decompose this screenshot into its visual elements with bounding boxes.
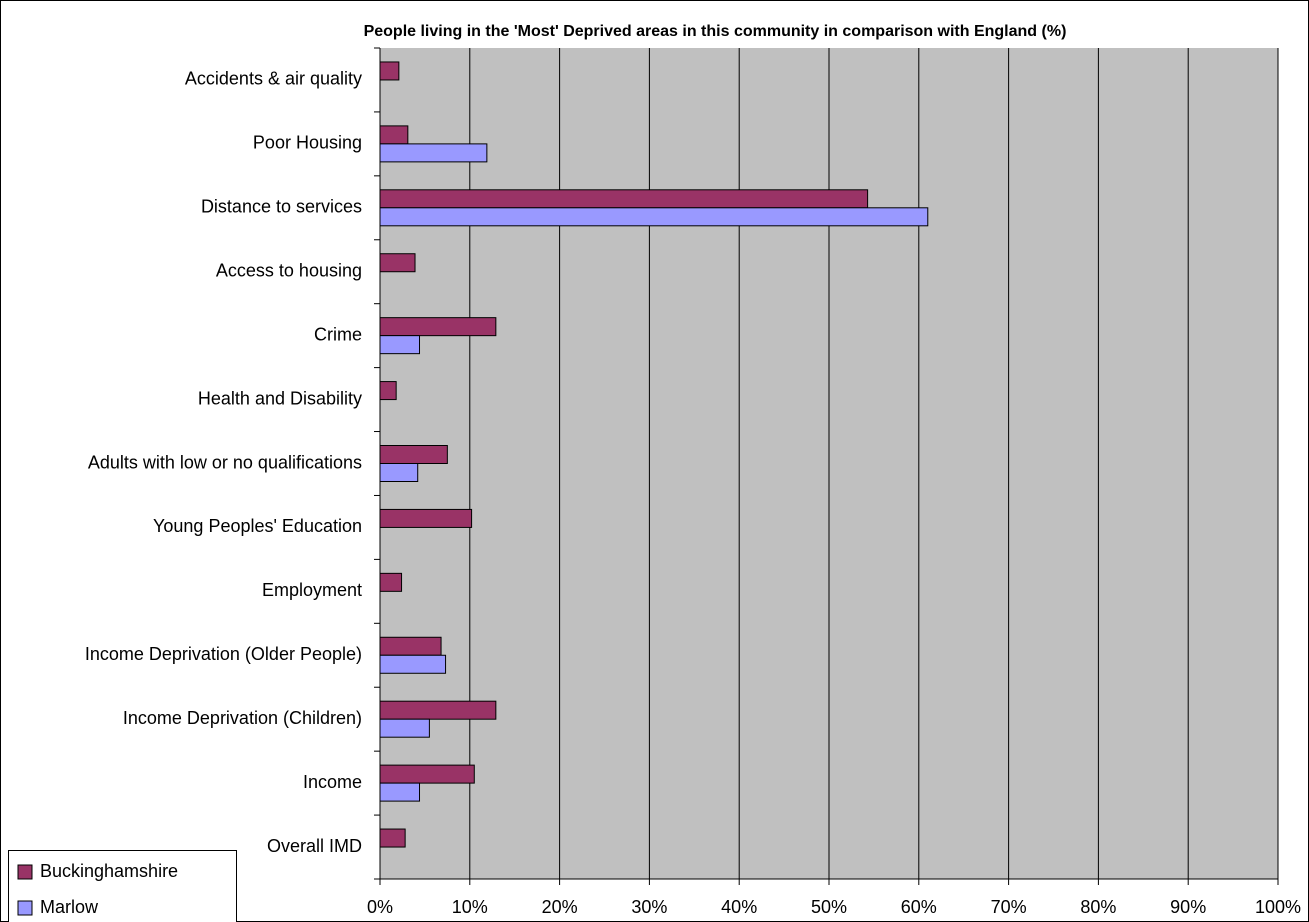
x-tick-label: 30% <box>631 897 667 917</box>
y-tick-label: Employment <box>262 580 362 600</box>
y-tick-label: Poor Housing <box>253 133 362 153</box>
y-tick-label: Income <box>303 772 362 792</box>
legend-label: Marlow <box>40 897 99 917</box>
y-tick-label: Distance to services <box>201 197 362 217</box>
y-tick-label: Young Peoples' Education <box>153 516 362 536</box>
bar <box>379 654 447 674</box>
legend-label: Buckinghamshire <box>40 861 178 881</box>
legend-swatch <box>17 864 33 880</box>
x-tick-label: 100% <box>1255 897 1301 917</box>
bar <box>379 381 397 401</box>
bar <box>379 782 421 802</box>
x-tick-label: 90% <box>1170 897 1206 917</box>
y-tick-label: Access to housing <box>216 260 362 280</box>
y-tick-label: Crime <box>314 324 362 344</box>
x-tick-label: 50% <box>811 897 847 917</box>
bar <box>379 61 400 81</box>
bar <box>379 463 419 482</box>
bar <box>379 253 416 273</box>
bar <box>379 828 406 848</box>
y-tick-label: Health and Disability <box>198 388 362 408</box>
x-tick-label: 60% <box>901 897 937 917</box>
bar <box>379 445 448 464</box>
bar <box>379 317 497 337</box>
y-tick-label: Income Deprivation (Older People) <box>85 644 362 664</box>
y-tick-label: Overall IMD <box>267 836 362 856</box>
x-tick-label: 80% <box>1080 897 1116 917</box>
chart-title: People living in the 'Most' Deprived are… <box>364 23 1067 40</box>
x-tick-label: 10% <box>452 897 488 917</box>
y-tick-label: Accidents & air quality <box>185 69 362 89</box>
bar <box>379 508 473 528</box>
bar <box>379 764 475 784</box>
x-tick-label: 0% <box>367 897 393 917</box>
x-tick-label: 70% <box>991 897 1027 917</box>
bar <box>379 718 430 738</box>
bar <box>379 572 403 592</box>
bar <box>379 207 929 227</box>
y-tick-label: Income Deprivation (Children) <box>123 708 362 728</box>
bar <box>379 700 497 720</box>
legend-swatch <box>17 900 33 916</box>
y-tick-label: Adults with low or no qualifications <box>88 452 362 472</box>
bar <box>379 636 442 656</box>
legend-box <box>8 850 237 922</box>
bar <box>379 335 421 355</box>
bar <box>379 143 488 163</box>
x-tick-label: 20% <box>542 897 578 917</box>
x-tick-label: 40% <box>721 897 757 917</box>
bar <box>379 189 869 209</box>
bar <box>379 125 409 145</box>
